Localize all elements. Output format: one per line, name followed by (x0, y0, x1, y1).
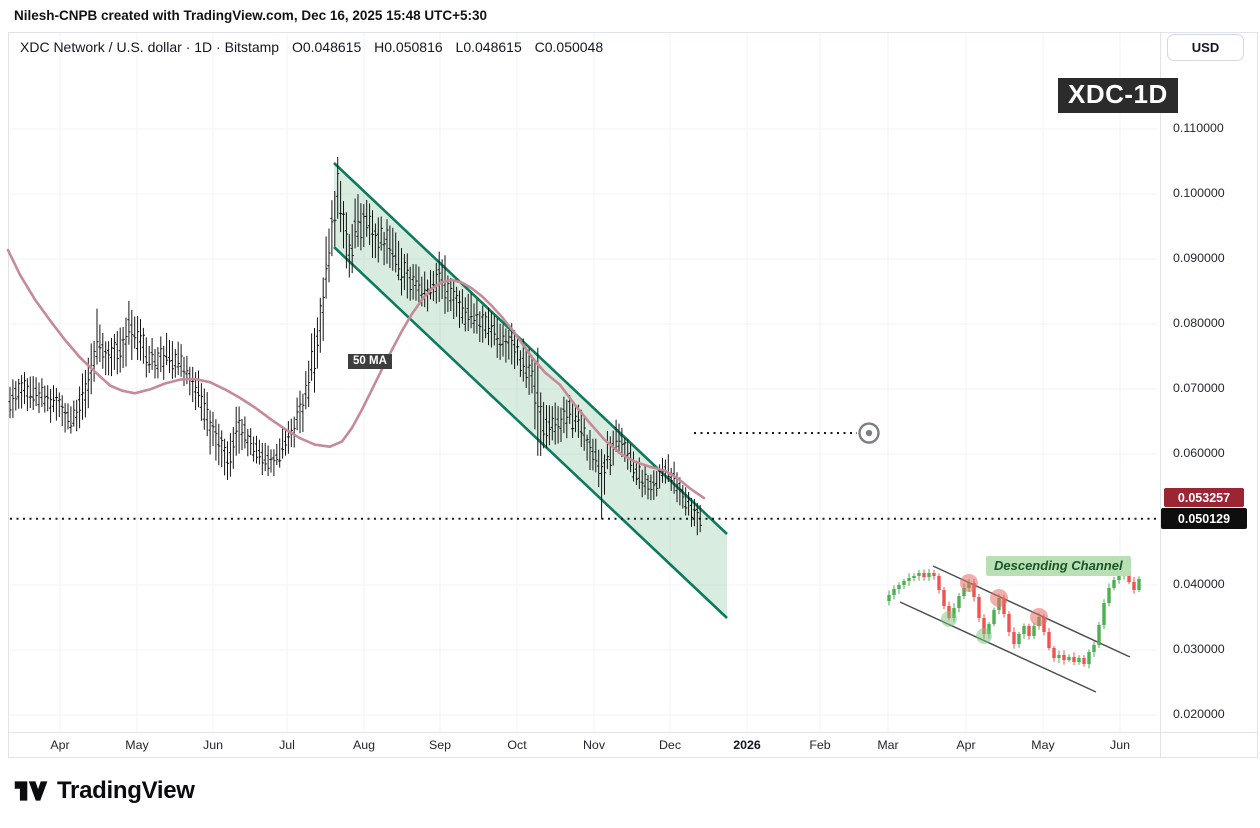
symbol-interval-watermark: XDC-1D (1058, 78, 1178, 113)
ohlc-close: C0.050048 (534, 39, 604, 55)
price-bars (8, 156, 702, 536)
price-tick-label: 0.030000 (1173, 642, 1225, 656)
time-tick-label: May (125, 738, 149, 752)
time-tick-label: Jun (1110, 738, 1130, 752)
time-tick-label: Mar (877, 738, 899, 752)
alert-marker[interactable] (858, 422, 880, 444)
symbol-header: XDC Network / U.S. dollar · 1D · Bitstam… (20, 39, 612, 55)
time-tick-label: May (1031, 738, 1055, 752)
price-tick-label: 0.070000 (1173, 381, 1225, 395)
time-tick-label: Apr (50, 738, 70, 752)
price-tick-label: 0.080000 (1173, 316, 1225, 330)
time-tick-label: Aug (352, 738, 376, 752)
symbol-title[interactable]: XDC Network / U.S. dollar · 1D · Bitstam… (20, 39, 280, 55)
inset-example-chart (887, 565, 1141, 693)
tradingview-logo[interactable]: TradingView (14, 776, 195, 806)
time-tick-label: Nov (582, 738, 606, 752)
price-tick-label: 0.090000 (1173, 251, 1225, 265)
tradingview-logo-icon (14, 781, 48, 801)
ohlc-low: L0.048615 (455, 39, 522, 55)
descending-channel-drawing[interactable] (333, 162, 728, 619)
price-tick-label: 0.040000 (1173, 577, 1225, 591)
price-tick-label: 0.100000 (1173, 186, 1225, 200)
ohlc-high: H0.050816 (374, 39, 443, 55)
dotted-price-lines (10, 432, 1160, 520)
price-tick-label: 0.060000 (1173, 446, 1225, 460)
price-tick-label: 0.110000 (1173, 121, 1224, 135)
time-tick-label: Dec (658, 738, 682, 752)
last-price-axis-badge: 0.050129 (1161, 508, 1247, 529)
time-tick-label: Jun (203, 738, 223, 752)
time-tick-label: Oct (507, 738, 527, 752)
attribution-text: Nilesh-CNPB created with TradingView.com… (14, 8, 488, 23)
time-tick-label: Feb (809, 738, 831, 752)
price-tick-label: 0.020000 (1173, 707, 1225, 721)
ma-50-label: 50 MA (348, 354, 392, 369)
ma-value-axis-badge: 0.053257 (1164, 488, 1244, 507)
time-tick-label: Jul (279, 738, 295, 752)
time-tick-label: Sep (428, 738, 452, 752)
time-tick-label: Apr (956, 738, 976, 752)
inset-chart-label: Descending Channel (986, 556, 1131, 576)
currency-toggle-button[interactable]: USD (1167, 34, 1244, 61)
ma-50-line (6, 248, 706, 500)
tradingview-logo-text: TradingView (57, 777, 195, 804)
chart-frame (8, 32, 1258, 758)
time-tick-label: 2026 (733, 738, 761, 752)
ohlc-open: O0.048615 (291, 39, 362, 55)
